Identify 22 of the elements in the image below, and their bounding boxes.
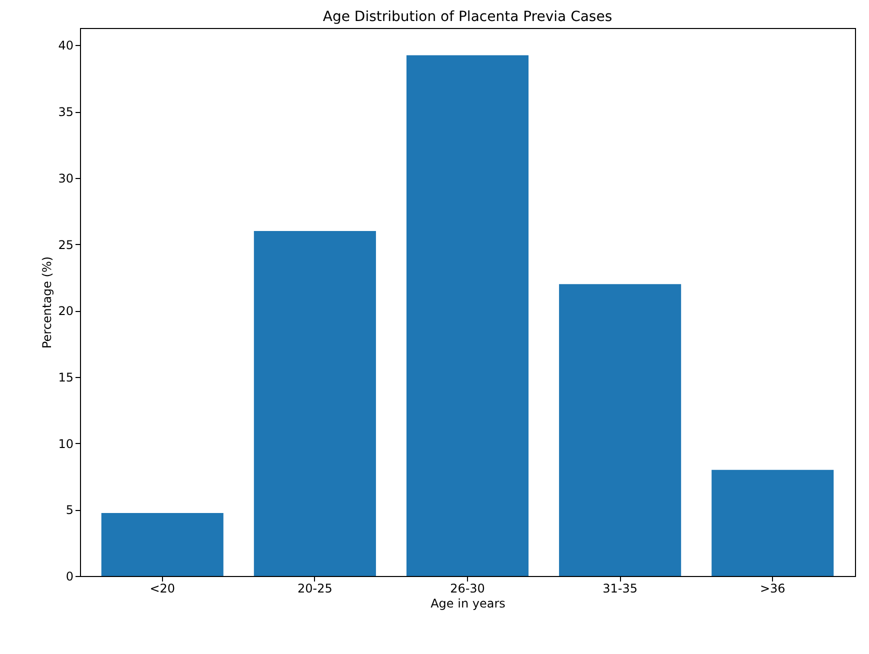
bar [101,512,224,576]
y-tick-label: 5 [66,503,74,518]
bar [559,284,682,576]
x-tick-label: >36 [760,582,786,596]
y-tick-label: 25 [58,238,74,252]
x-tick-label: 20-25 [298,582,332,596]
x-tick-label: 31-35 [602,582,638,596]
x-tick-label: 26-30 [450,582,485,596]
x-axis-title: Age in years [430,596,506,610]
chart-title: Age Distribution of Placenta Previa Cases [322,9,612,25]
y-tick-label: 35 [58,105,74,120]
y-tick-label: 15 [58,370,74,384]
y-tick-label: 10 [58,436,74,451]
bar [406,55,529,576]
bar [712,470,834,576]
y-tick-label: 20 [58,304,74,318]
y-tick-label: 40 [58,38,74,53]
y-tick-label: 30 [58,171,74,186]
bar [254,231,376,576]
y-tick-label: 0 [66,570,74,584]
x-tick-label: <20 [150,582,176,596]
y-axis-title: Percentage (%) [40,256,54,349]
